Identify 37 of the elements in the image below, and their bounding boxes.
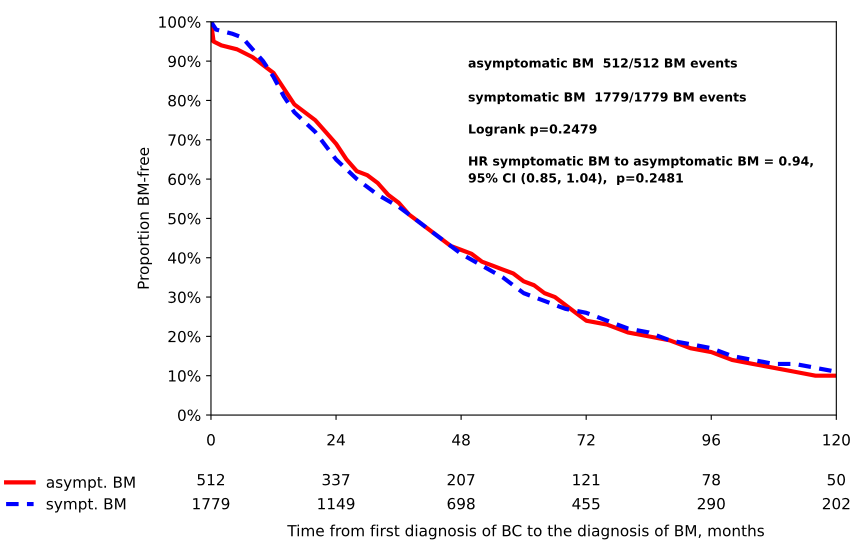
text: 455	[572, 498, 600, 510]
y-tick-label: 60%	[168, 174, 200, 186]
annotation: HR symptomatic BM to asymptomatic BM = 0.94, 95% CI (0.85, 1.04), p=0.2481	[468, 156, 813, 186]
text: 121	[573, 474, 600, 486]
legend-label: asympt. BM	[46, 476, 135, 491]
annotation: Logrank p=0.2479	[469, 124, 597, 136]
y-tick-label: 30%	[168, 292, 200, 304]
x-tick-label: 96	[702, 434, 720, 446]
y-tick-label: 20%	[168, 330, 200, 342]
y-tick-label: 10%	[168, 370, 200, 382]
x-tick-label: 24	[327, 434, 345, 446]
y-tick-label: 70%	[168, 134, 200, 146]
y-tick-label: 40%	[168, 252, 200, 264]
annotation: symptomatic BM 1779/1779 BM events	[468, 92, 746, 104]
annotation: asymptomatic BM 512/512 BM events	[468, 58, 737, 70]
text: 512	[198, 474, 224, 486]
text: 1779	[193, 498, 230, 510]
y-tick-label: 50%	[168, 212, 200, 224]
text: 337	[322, 474, 350, 486]
x-tick-label: 120	[823, 434, 850, 446]
text: 1149	[318, 498, 354, 510]
y-tick-label: 90%	[168, 56, 200, 68]
text: 698	[448, 498, 475, 510]
text: 290	[698, 498, 725, 510]
text: 50	[828, 474, 846, 486]
y-tick-label: 0%	[178, 409, 200, 422]
legend-label: sympt. BM	[46, 498, 126, 513]
y-axis-title: Proportion BM-free	[137, 148, 152, 288]
x-tick-label: 48	[452, 434, 470, 446]
text: 78	[702, 474, 720, 486]
x-tick-label: 72	[578, 434, 594, 446]
text: 202	[822, 498, 850, 510]
text: 207	[448, 474, 474, 486]
y-tick-label: 80%	[168, 94, 200, 106]
y-tick-label: 100%	[159, 16, 200, 28]
text: Time from first diagnosis of BC to the diagnosis of BM, months	[287, 524, 764, 540]
x-tick-label: 0	[207, 434, 215, 446]
